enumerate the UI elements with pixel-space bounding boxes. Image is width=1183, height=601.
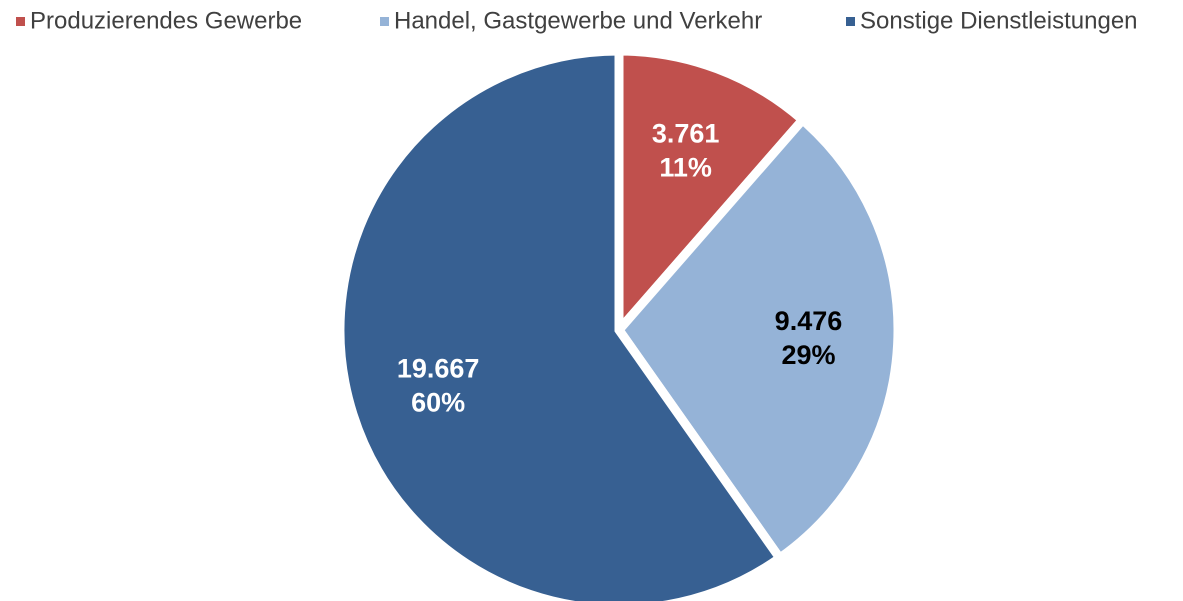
percentage-label: 60% <box>411 387 465 417</box>
percentage-label: 29% <box>781 340 835 370</box>
pie-slice <box>614 46 809 342</box>
value-label: 3.761 <box>652 119 720 149</box>
value-label: 9.476 <box>775 306 843 336</box>
legend-label: Sonstige Dienstleistungen <box>860 7 1138 34</box>
legend-label: Produzierendes Gewerbe <box>30 7 302 34</box>
percentage-label: 11% <box>659 153 712 183</box>
pie-slice <box>613 113 903 565</box>
legend-marker <box>16 17 25 26</box>
legend-marker <box>846 17 855 26</box>
legend-marker <box>380 17 389 26</box>
value-label: 19.667 <box>397 353 480 383</box>
pie-slice <box>335 46 787 601</box>
legend-label: Handel, Gastgewerbe und Verkehr <box>394 7 762 34</box>
